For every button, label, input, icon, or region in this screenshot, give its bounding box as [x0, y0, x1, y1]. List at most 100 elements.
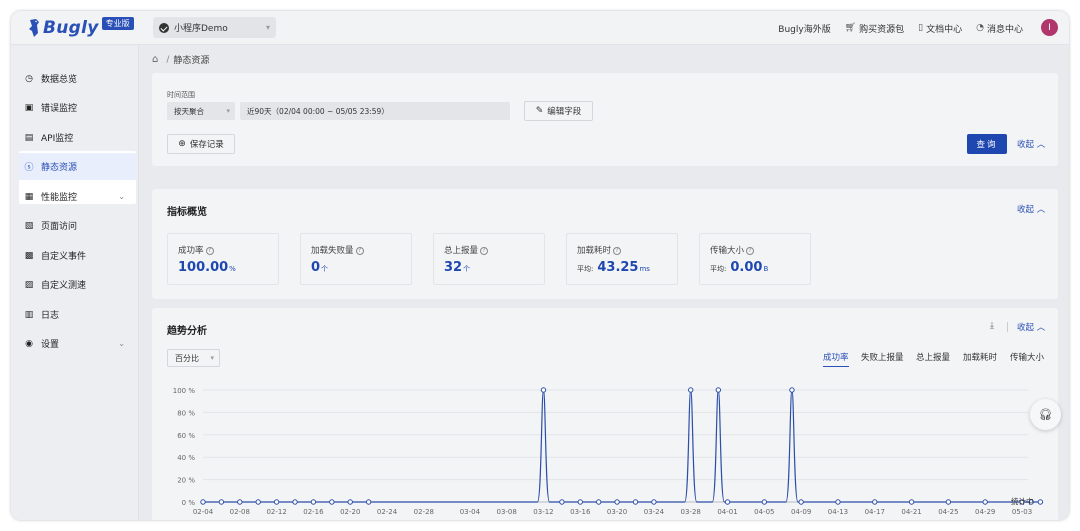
- data-point: [614, 499, 620, 505]
- x-tick-label: 02-20: [340, 508, 360, 516]
- data-point: [310, 499, 317, 505]
- data-point: [835, 499, 841, 505]
- overview-card: 指标概览 收起 ︿ 成功率? 100.00% 加载失败量? 0个 总上报量? 32个 加载耗…: [152, 189, 1058, 299]
- messages-link[interactable]: ◔ 消息中心: [976, 22, 1023, 35]
- metric-label: 成功率?: [178, 244, 214, 256]
- chevron-up-icon: ︿: [1036, 140, 1046, 150]
- help-icon[interactable]: ?: [613, 246, 622, 255]
- data-point: [945, 499, 952, 505]
- document-icon: ▯: [918, 23, 924, 33]
- help-icon[interactable]: ?: [746, 246, 755, 255]
- y-tick-label: 80 %: [177, 409, 195, 417]
- display-mode-select[interactable]: 百分比 ▾: [167, 349, 220, 367]
- bell-icon: ◔: [976, 23, 984, 33]
- sidebar-item-label: 性能监控: [41, 193, 78, 203]
- metric-label-text: 成功率: [178, 246, 204, 256]
- trend-tab[interactable]: 总上报量: [916, 353, 951, 363]
- logo-text: Bugly: [43, 18, 99, 38]
- top-bar: Bugly 专业版 小程序Demo ▾ Bugly海外版 🛒︎ 购买资源包 ▯ …: [11, 11, 1069, 45]
- sidebar-item-8[interactable]: ▨ 自定义测速: [11, 271, 139, 298]
- x-tick-label: 03-20: [607, 508, 627, 516]
- x-tick-label: 03-24: [644, 508, 665, 516]
- help-icon[interactable]: ?: [480, 246, 489, 255]
- home-icon[interactable]: ⌂: [152, 54, 159, 65]
- page-visit-icon: ▧: [24, 220, 34, 231]
- metric-unit: 个: [321, 265, 329, 273]
- sidebar-item-5[interactable]: ▦ 性能监控 ⌄: [11, 183, 139, 210]
- time-range-input[interactable]: 近90天（02/04 00:00 ~ 05/05 23:59）: [240, 102, 510, 120]
- time-range-value: 近90天（02/04 00:00 ~ 05/05 23:59）: [247, 106, 389, 116]
- metric-value: 平均: 43.25ms: [577, 260, 650, 275]
- data-point: [632, 499, 639, 505]
- docs-link[interactable]: ▯ 文档中心: [918, 22, 962, 35]
- data-point: [688, 387, 694, 393]
- y-tick-label: 60 %: [177, 432, 195, 440]
- query-button[interactable]: 查询: [967, 134, 1007, 154]
- trend-card: 趋势分析 ⤓ 收起 ︿ 百分比 ▾ 成功率 失败上报量 总上报量 加载耗时 传输大小 0…: [152, 308, 1058, 520]
- metric-unit: 个: [463, 265, 471, 273]
- x-tick-label: 02-16: [303, 508, 324, 516]
- data-point: [982, 499, 988, 505]
- breadcrumb-separator: /: [166, 54, 170, 65]
- data-point: [715, 387, 722, 393]
- x-tick-label: 04-25: [938, 508, 958, 516]
- trend-tab[interactable]: 成功率: [823, 351, 849, 367]
- metric-number: 32: [444, 260, 463, 275]
- sidebar-item-4[interactable]: ⓢ 静态资源: [19, 153, 136, 180]
- breadcrumb: ⌂ / 静态资源: [152, 53, 209, 66]
- x-tick-label: 03-16: [570, 508, 591, 516]
- help-icon[interactable]: ?: [205, 246, 214, 255]
- sidebar-item-1[interactable]: ◷ 数据总览: [11, 65, 139, 92]
- overseas-link[interactable]: Bugly海外版: [778, 22, 830, 35]
- display-mode-value: 百分比: [175, 353, 199, 363]
- app-name: 小程序Demo: [174, 24, 228, 34]
- chart-status: 统计中: [1011, 497, 1034, 506]
- save-record-button[interactable]: ⊕ 保存记录: [167, 134, 235, 154]
- data-point: [789, 387, 795, 393]
- avatar[interactable]: I: [1041, 19, 1058, 36]
- sidebar-item-7[interactable]: ▩ 自定义事件: [11, 242, 139, 269]
- sidebar-item-2[interactable]: ▣ 错误监控: [11, 94, 139, 121]
- trend-tab[interactable]: 传输大小: [1010, 353, 1045, 363]
- help-icon[interactable]: ?: [355, 246, 364, 255]
- aggregation-select[interactable]: 按天聚合 ▾: [167, 102, 235, 120]
- sidebar-item-3[interactable]: ▤ API监控: [19, 124, 136, 151]
- edit-fields-button[interactable]: ✎ 编辑字段: [524, 101, 593, 121]
- trend-tab[interactable]: 加载耗时: [963, 353, 998, 363]
- app-window: Bugly 专业版 小程序Demo ▾ Bugly海外版 🛒︎ 购买资源包 ▯ …: [11, 11, 1069, 520]
- download-icon[interactable]: ⤓: [990, 321, 994, 331]
- x-tick-label: 02-08: [230, 508, 250, 516]
- trend-title: 趋势分析: [167, 326, 207, 337]
- app-selector[interactable]: 小程序Demo ▾: [153, 17, 276, 38]
- sidebar-item-9[interactable]: ▥ 日志: [11, 301, 139, 328]
- sidebar-item-label: 自定义测速: [41, 281, 87, 291]
- trend-tab[interactable]: 失败上报量: [861, 353, 904, 363]
- sidebar-item-6[interactable]: ▧ 页面访问: [11, 212, 139, 239]
- time-range-label: 时间范围: [167, 91, 195, 99]
- filter-collapse-link[interactable]: 收起 ︿: [1017, 138, 1045, 150]
- support-headset-button[interactable]: 🎧︎: [1030, 399, 1061, 430]
- metric-label: 加载耗时?: [577, 244, 622, 256]
- log-icon: ▥: [24, 309, 34, 320]
- y-tick-label: 20 %: [177, 477, 195, 485]
- chevron-down-icon: ▾: [265, 23, 270, 32]
- trend-collapse-link[interactable]: 收起 ︿: [1017, 321, 1045, 333]
- error-monitor-icon: ▣: [24, 102, 34, 113]
- collapse-label: 收起: [1017, 323, 1035, 333]
- bugly-logo[interactable]: Bugly 专业版: [27, 16, 134, 40]
- overseas-link-label: Bugly海外版: [778, 24, 831, 35]
- buy-package-link[interactable]: 🛒︎ 购买资源包: [845, 22, 904, 35]
- series-line: [203, 389, 1041, 503]
- sidebar-item-10[interactable]: ◉ 设置 ⌄: [11, 330, 139, 357]
- metric-label: 传输大小?: [710, 244, 755, 256]
- metric-unit: B: [763, 265, 769, 273]
- sidebar-item-label: 静态资源: [41, 163, 78, 173]
- sidebar-item-label: 错误监控: [41, 104, 78, 114]
- metric-value: 100.00%: [178, 260, 236, 275]
- overview-collapse-link[interactable]: 收起 ︿: [1017, 203, 1045, 215]
- chevron-down-icon: ⌄: [118, 192, 125, 201]
- collapse-label: 收起: [1017, 205, 1035, 215]
- settings-icon: ◉: [25, 338, 33, 349]
- aggregation-value: 按天聚合: [174, 106, 204, 116]
- data-point: [365, 499, 372, 505]
